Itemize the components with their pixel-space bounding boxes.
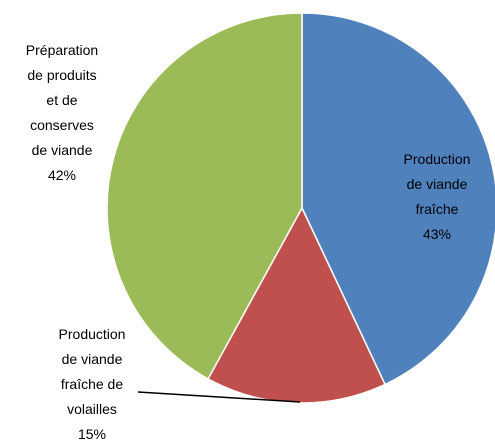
pie-slice (301, 12, 495, 386)
slice-label: Production de viande fraîche de volaille… (52, 322, 132, 447)
category-label: Production de viande fraîche de volaille… (58, 326, 126, 417)
category-label: Production de viande fraîche (403, 151, 471, 217)
slice-label: Préparation de produits et de conserves … (21, 38, 103, 188)
slice-label: Production de viande fraîche 43% (394, 147, 480, 247)
value-label: 42% (47, 167, 77, 183)
value-label: 15% (77, 426, 107, 442)
category-label: Préparation de produits et de conserves … (25, 42, 99, 158)
leader-line (137, 391, 301, 403)
value-label: 43% (422, 226, 452, 242)
pie-slice (207, 206, 387, 404)
pie-slice (106, 12, 303, 380)
